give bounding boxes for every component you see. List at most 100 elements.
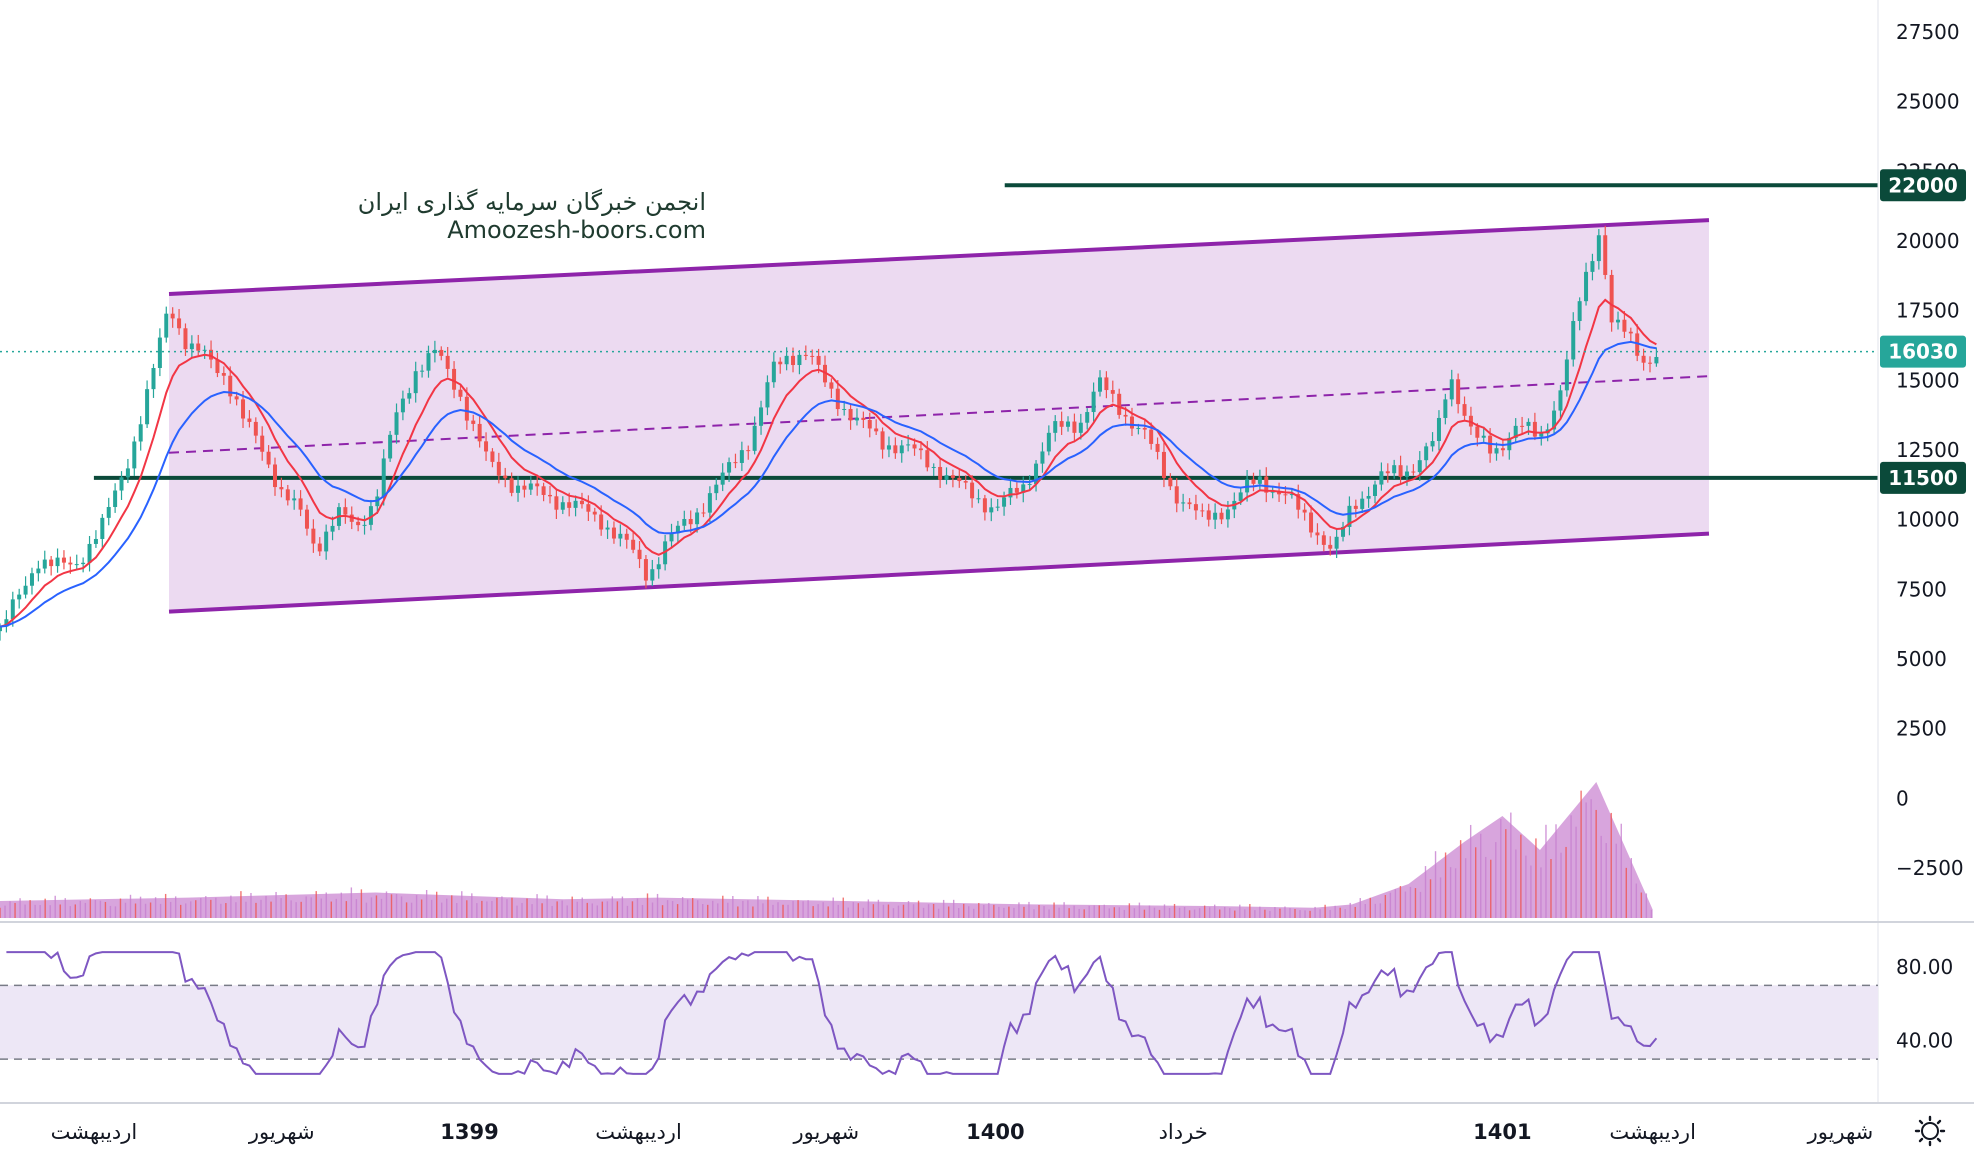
candle	[791, 355, 796, 366]
candle	[989, 507, 994, 513]
price-tick-label: 5000	[1896, 647, 1947, 671]
candle	[1443, 399, 1448, 418]
price-tick-label: 27500	[1896, 20, 1960, 44]
price-axis[interactable]: 2750025000225002000017500150001250010000…	[1896, 20, 1964, 880]
candle	[228, 375, 233, 397]
candle	[586, 504, 591, 512]
candle	[1072, 421, 1077, 433]
candle	[522, 485, 527, 490]
candle	[842, 408, 847, 410]
candle	[279, 487, 284, 490]
candle	[695, 512, 700, 525]
candle	[42, 559, 47, 569]
candle	[189, 343, 194, 350]
candle	[93, 538, 98, 544]
candle	[727, 462, 732, 473]
candle	[528, 483, 533, 490]
candle	[1066, 421, 1071, 427]
candle	[1622, 319, 1627, 332]
rsi-line	[6, 951, 1658, 1076]
candle	[10, 599, 15, 620]
candle	[381, 458, 386, 497]
candle	[1181, 502, 1186, 504]
candle	[362, 524, 367, 526]
candle	[157, 337, 162, 368]
candle	[1373, 484, 1378, 496]
candle	[125, 468, 130, 478]
candle	[759, 407, 764, 426]
candle	[899, 445, 904, 454]
candle	[388, 434, 393, 459]
candle	[1641, 355, 1646, 363]
price-tick-label: 10000	[1896, 508, 1960, 532]
candle	[1309, 512, 1314, 533]
candle	[886, 445, 891, 450]
candle	[4, 619, 9, 627]
candle	[209, 349, 214, 360]
price-channel	[168, 218, 1710, 614]
candle	[1091, 391, 1096, 413]
candle	[1213, 512, 1218, 520]
candle	[605, 527, 610, 530]
candle	[394, 412, 399, 435]
candle	[1110, 390, 1115, 394]
candle	[1392, 465, 1397, 474]
candle	[266, 451, 271, 465]
candle	[464, 396, 469, 421]
candle	[343, 507, 348, 515]
last-price-tag-bg	[1880, 335, 1966, 368]
candle	[918, 448, 923, 451]
candle	[1564, 359, 1569, 391]
price-tick-label: 7500	[1896, 577, 1947, 601]
candle	[68, 562, 73, 565]
candle	[113, 490, 118, 508]
candle	[503, 475, 508, 479]
candle	[1411, 471, 1416, 473]
candle	[496, 461, 501, 476]
candle	[1577, 301, 1582, 322]
gear-icon[interactable]	[1914, 1115, 1946, 1147]
candle	[234, 396, 239, 400]
candle	[535, 483, 540, 487]
candle	[874, 428, 879, 432]
candle	[1494, 448, 1499, 454]
candle	[1571, 321, 1576, 360]
candle	[1283, 494, 1288, 496]
candle	[931, 466, 936, 468]
candle	[1174, 486, 1179, 504]
level-tag-11500: 11500	[1888, 466, 1958, 490]
candle	[573, 500, 578, 508]
candle	[1155, 443, 1160, 452]
candle	[0, 626, 2, 632]
candle	[292, 498, 297, 501]
candle	[1104, 377, 1109, 391]
candle	[1264, 476, 1269, 493]
candle	[356, 521, 361, 526]
candle	[567, 502, 572, 508]
candle	[880, 431, 885, 450]
candle	[298, 498, 303, 510]
candle	[1334, 536, 1339, 549]
candle	[720, 472, 725, 485]
candle	[560, 502, 565, 510]
candle	[950, 475, 955, 478]
candle	[669, 533, 674, 542]
candle	[611, 527, 616, 539]
candle	[1014, 487, 1019, 493]
candle	[643, 559, 648, 581]
candle	[324, 531, 329, 552]
candle	[477, 423, 482, 442]
candle	[848, 408, 853, 421]
candle	[138, 424, 143, 442]
candle	[368, 506, 373, 525]
rsi-pane[interactable]: 80.00 40.00	[0, 951, 1953, 1076]
candle	[701, 512, 706, 514]
candle	[1315, 532, 1320, 536]
price-tags: 22000 11500 16030	[1880, 169, 1966, 494]
candle	[1609, 274, 1614, 323]
candle	[733, 462, 738, 464]
candle	[637, 549, 642, 560]
time-axis[interactable]: اردیبهشت شهریور 1399 اردیبهشت شهریور 1400 خردا…	[51, 1120, 1874, 1144]
candle	[688, 518, 693, 525]
